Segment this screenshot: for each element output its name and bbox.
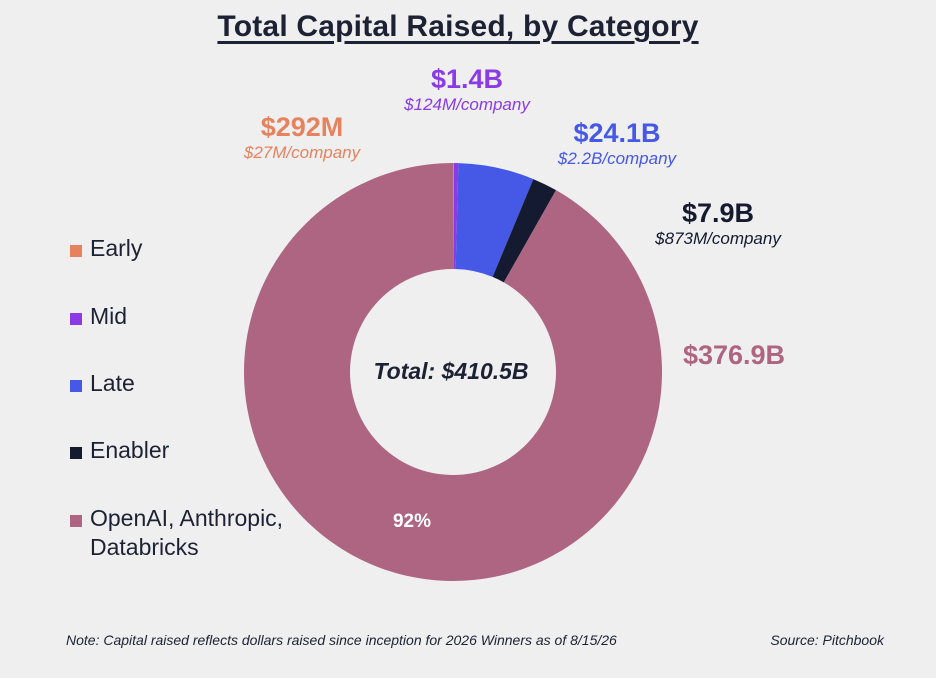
footnote: Note: Capital raised reflects dollars ra… [66,632,617,648]
slice-late [455,163,534,277]
legend-item-enabler: Enabler [70,436,330,465]
legend-swatch-mid [70,313,82,325]
label-mid-per-company: $124M/company [404,95,530,114]
legend-swatch-late [70,380,82,392]
slice-early [453,163,454,270]
label-late-value: $24.1B [573,118,661,148]
legend-label-mid: Mid [90,303,128,329]
big-three-percent: 92% [392,511,432,532]
label-big-three-value: $376.9B [682,340,786,370]
label-enabler: $7.9B $873M/company [618,198,818,250]
label-enabler-per-company: $873M/company [655,229,781,248]
label-mid-value: $1.4B [430,64,504,94]
label-early-per-company: $27M/company [243,143,361,162]
legend-label-big-three: OpenAI, Anthropic, Databricks [90,505,284,560]
slice-enabler [492,179,557,283]
legend-swatch-early [70,245,82,257]
slice-big-three [243,163,662,581]
donut-center-total: Total: $410.5B [373,358,529,384]
label-early-value: $292M [260,112,344,142]
label-late: $24.1B $2.2B/company [522,118,712,170]
chart-title: Total Capital Raised, by Category [217,10,699,43]
source-note: Source: Pitchbook [770,632,884,648]
label-mid: $1.4B $124M/company [372,64,562,116]
label-big-three: $376.9B [664,340,804,370]
label-late-per-company: $2.2B/company [557,149,677,168]
legend-item-mid: Mid [70,302,330,331]
legend-label-enabler: Enabler [90,437,170,463]
slice-mid [453,163,459,270]
label-early: $292M $27M/company [212,112,392,164]
legend-item-late: Late [70,369,330,398]
legend-swatch-big-three [70,515,82,527]
label-enabler-value: $7.9B [681,198,755,228]
legend-label-late: Late [90,370,135,396]
legend-swatch-enabler [70,447,82,459]
legend-label-early: Early [90,235,143,261]
legend-item-big-three: OpenAI, Anthropic, Databricks [70,504,330,562]
legend-item-early: Early [70,234,330,263]
